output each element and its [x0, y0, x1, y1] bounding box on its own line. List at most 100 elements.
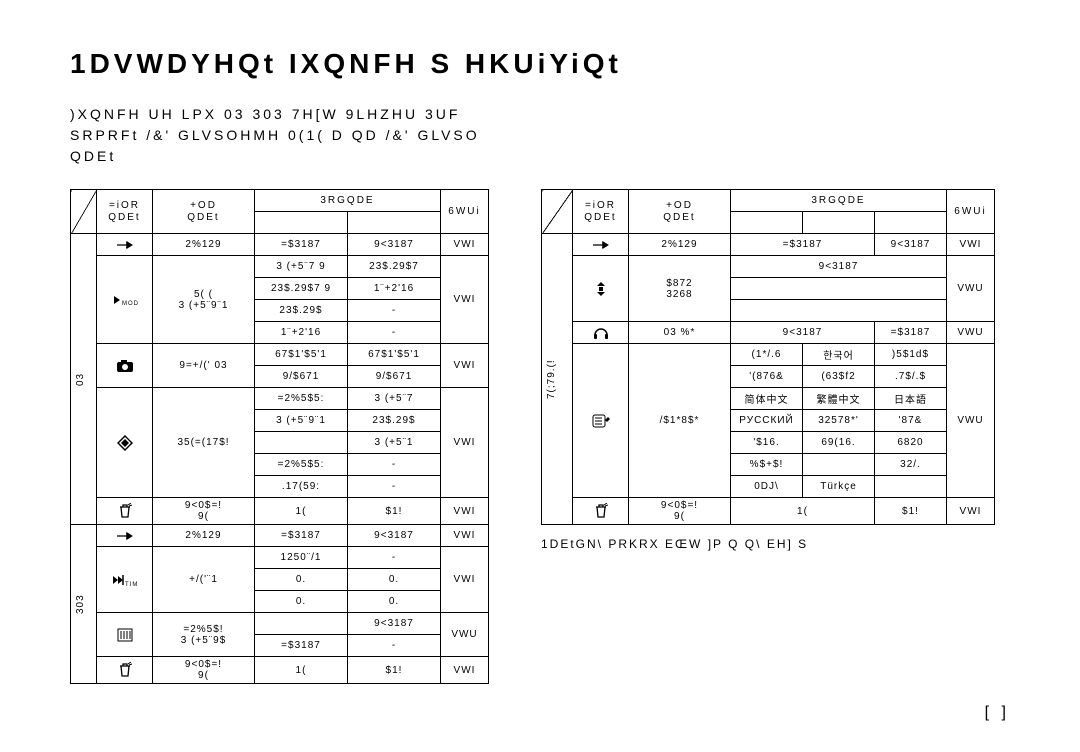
trash-icon: [577, 503, 624, 519]
left-table: =iORQDEt +ODQDEt 3RGQDE 6WUi 032%129=$31…: [70, 189, 489, 684]
table-cell: 9=+/(' 03: [153, 344, 255, 388]
table-cell: '(876&: [731, 366, 803, 388]
table-cell: [803, 454, 875, 476]
table-cell: %$+$!: [731, 454, 803, 476]
arrow-right-icon: [101, 531, 148, 541]
table-cell: =$3187: [255, 635, 348, 657]
table-cell: =$3187: [731, 234, 875, 256]
table-cell: 32/.: [875, 454, 947, 476]
table-cell: '87&: [875, 410, 947, 432]
table-cell: [731, 300, 947, 322]
table-cell: 35(=(17$!: [153, 388, 255, 498]
table-cell: [573, 344, 629, 498]
table-cell: /$1*8$*: [629, 344, 731, 498]
time-icon: TIME: [101, 572, 148, 588]
table-cell: VWU: [947, 344, 995, 498]
table-cell: MODE: [97, 256, 153, 344]
table-cell: [97, 613, 153, 657]
footnote: 1DEtGN\ PRKRX EŒW ]P Q Q\ EH] S: [541, 537, 995, 551]
table-cell: VWI: [441, 234, 489, 256]
table-cell: =$3187: [255, 234, 348, 256]
table-cell: [255, 613, 348, 635]
table-cell: (63$f2: [803, 366, 875, 388]
table-cell: 7(;79.(!: [542, 234, 573, 525]
table-cell: [97, 234, 153, 256]
headphones-icon: [577, 325, 624, 341]
table-cell: -: [348, 454, 441, 476]
th-hodn: 3RGQDE: [255, 190, 441, 212]
table-cell: VWU: [947, 322, 995, 344]
table-cell: TIME: [97, 547, 153, 613]
table-cell: 9<0$=!9(: [153, 657, 255, 684]
table-cell: 日本語: [875, 388, 947, 410]
table-cell: VWU: [441, 613, 489, 657]
table-cell: 9<3187: [348, 525, 441, 547]
updown-icon: [577, 281, 624, 297]
camera-icon: [101, 359, 148, 373]
table-cell: [97, 498, 153, 525]
table-cell: [255, 432, 348, 454]
table-cell: =$3187: [255, 525, 348, 547]
table-cell: [97, 344, 153, 388]
th-str: 6WUi: [441, 190, 489, 234]
table-cell: 3 (+5¨7 9: [255, 256, 348, 278]
table-cell: 2%129: [153, 234, 255, 256]
table-cell: .17(59:: [255, 476, 348, 498]
table-cell: 2%129: [629, 234, 731, 256]
table-cell: 5( (3 (+5¨9¨1: [153, 256, 255, 344]
svg-text:TIME: TIME: [125, 582, 138, 588]
table-cell: 9/$671: [348, 366, 441, 388]
table-cell: [97, 657, 153, 684]
table-cell: 9<3187: [348, 613, 441, 635]
table-cell: -: [348, 322, 441, 344]
table-cell: 9<3187: [731, 256, 947, 278]
table-cell: -: [348, 635, 441, 657]
table-cell: 03 %*: [629, 322, 731, 344]
table-cell: 1¨+2'16: [255, 322, 348, 344]
table-cell: (1*/.6: [731, 344, 803, 366]
table-cell: [97, 388, 153, 498]
table-cell: 0.: [255, 591, 348, 613]
table-cell: [573, 322, 629, 344]
th-cislo: =iORQDEt: [573, 190, 629, 234]
th-hlad: +ODQDEt: [629, 190, 731, 234]
table-cell: [97, 525, 153, 547]
arrow-right-icon: [577, 240, 624, 250]
table-cell: 繁體中文: [803, 388, 875, 410]
table-cell: 0.: [348, 569, 441, 591]
table-cell: 한국어: [803, 344, 875, 366]
table-cell: VWU: [947, 256, 995, 322]
table-cell: '$16.: [731, 432, 803, 454]
table-cell: =$3187: [875, 322, 947, 344]
table-cell: VWI: [441, 498, 489, 525]
arrow-right-icon: [101, 240, 148, 250]
table-cell: [573, 256, 629, 322]
table-cell: 0DJ\: [731, 476, 803, 498]
th-corner: [542, 190, 573, 234]
table-cell: VWI: [441, 525, 489, 547]
table-cell: 69(16.: [803, 432, 875, 454]
table-cell: $8723268: [629, 256, 731, 322]
bars-icon: [101, 628, 148, 642]
th-str: 6WUi: [947, 190, 995, 234]
table-cell: VWI: [947, 498, 995, 525]
table-cell: РУССКИЙ: [731, 410, 803, 432]
table-cell: 简体中文: [731, 388, 803, 410]
right-table: =iORQDEt +ODQDEt 3RGQDE 6WUi 7(;79.(! 2%1…: [541, 189, 995, 525]
table-cell: $1!: [348, 657, 441, 684]
th-cislo: =iORQDEt: [97, 190, 153, 234]
table-cell: 1(: [255, 498, 348, 525]
table-cell: 1250¨/1: [255, 547, 348, 569]
table-cell: 3 (+5¨7: [348, 388, 441, 410]
table-cell: [875, 476, 947, 498]
th-hodn: 3RGQDE: [731, 190, 947, 212]
table-cell: 9/$671: [255, 366, 348, 388]
table-cell: 1(: [255, 657, 348, 684]
table-cell: =2%5$!3 (+5¨9$: [153, 613, 255, 657]
table-cell: 9<3187: [731, 322, 875, 344]
table-cell: =2%5$5:: [255, 454, 348, 476]
table-cell: =2%5$5:: [255, 388, 348, 410]
page-number: [ ]: [985, 704, 1010, 722]
trash-icon: [101, 503, 148, 519]
table-cell: 0.: [348, 591, 441, 613]
